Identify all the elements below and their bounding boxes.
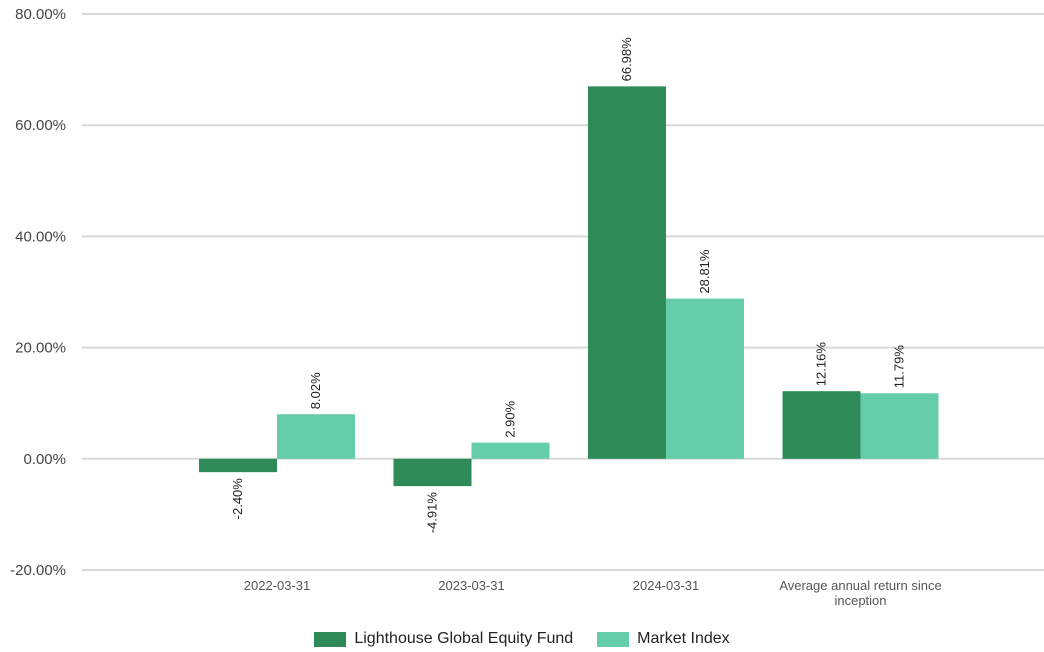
bar-index[interactable]: [860, 393, 939, 459]
y-tick-label: 60.00%: [15, 117, 66, 134]
legend-swatch-fund: [314, 631, 347, 647]
x-axis-ticks: 2022-03-31 2023-03-31 2024-03-31 Average an…: [244, 578, 942, 608]
y-tick-label: -20.00%: [10, 562, 66, 579]
y-tick-label: 0.00%: [23, 451, 66, 468]
data-label: 66.98%: [619, 37, 634, 82]
x-tick-label: 2024-03-31: [633, 578, 700, 593]
y-tick-label: 80.00%: [15, 6, 66, 23]
x-tick-label: 2023-03-31: [438, 578, 505, 593]
x-tick-label: Average annual return since: [779, 578, 941, 593]
data-label: 2.90%: [503, 400, 518, 437]
data-label: 28.81%: [697, 249, 712, 294]
bar-fund[interactable]: [782, 391, 861, 459]
bar-fund[interactable]: [199, 458, 277, 473]
bar-index[interactable]: [277, 414, 355, 459]
legend-label-fund: Lighthouse Global Equity Fund: [354, 630, 574, 647]
bar-fund[interactable]: [393, 458, 472, 487]
x-tick-label: inception: [834, 593, 886, 608]
data-label: -4.91%: [425, 492, 440, 534]
bar-index[interactable]: [666, 298, 744, 459]
data-label: -2.40%: [230, 478, 245, 520]
data-label: 12.16%: [814, 342, 829, 387]
grid-lines: [82, 13, 1044, 571]
y-axis-ticks: 80.00% 60.00% 40.00% 20.00% 0.00% -20.00%: [10, 6, 66, 579]
y-tick-label: 40.00%: [15, 228, 66, 245]
data-label: 11.79%: [892, 345, 907, 389]
legend: Lighthouse Global Equity Fund Market Ind…: [0, 630, 1044, 648]
data-labels: -2.40% 8.02% -4.91% 2.90% 66.98% 28.81% 12.16%…: [230, 37, 907, 533]
bar-index[interactable]: [471, 442, 550, 459]
legend-swatch-index: [597, 631, 630, 647]
x-tick-label: 2022-03-31: [244, 578, 311, 593]
data-label: 8.02%: [308, 372, 323, 409]
bar-fund[interactable]: [588, 86, 666, 459]
legend-item-fund[interactable]: Lighthouse Global Equity Fund: [314, 630, 573, 648]
y-tick-label: 20.00%: [15, 340, 66, 357]
legend-label-index: Market Index: [637, 630, 730, 647]
legend-item-index[interactable]: Market Index: [597, 630, 730, 648]
bars: [199, 86, 939, 487]
